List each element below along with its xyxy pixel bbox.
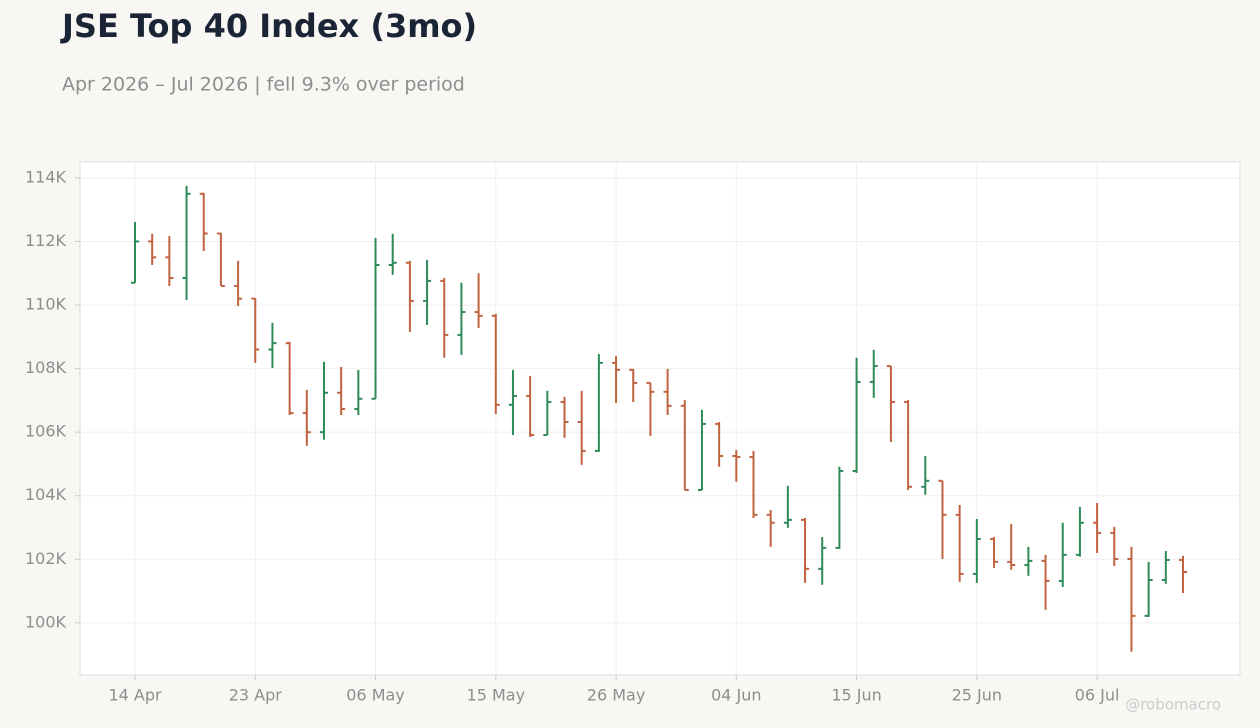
- y-tick-label: 106K: [25, 422, 67, 441]
- x-tick-label: 26 May: [587, 686, 646, 705]
- x-tick-label: 04 Jun: [711, 686, 761, 705]
- x-tick-label: 15 Jun: [831, 686, 881, 705]
- y-tick-label: 114K: [25, 167, 67, 186]
- y-tick-label: 102K: [25, 549, 67, 568]
- chart-subtitle: Apr 2026 – Jul 2026 | fell 9.3% over per…: [62, 74, 465, 96]
- y-tick-label: 110K: [25, 295, 67, 314]
- y-tick-label: 100K: [25, 612, 67, 631]
- watermark: @robomacro: [1125, 696, 1221, 714]
- x-tick-label: 15 May: [467, 686, 526, 705]
- y-tick-label: 112K: [25, 231, 67, 250]
- x-tick-label: 23 Apr: [229, 686, 283, 705]
- x-tick-label: 06 Jul: [1075, 686, 1120, 705]
- x-tick-label: 14 Apr: [108, 686, 162, 705]
- plot-area: [79, 161, 1241, 676]
- chart-title: JSE Top 40 Index (3mo): [60, 7, 477, 45]
- x-tick-label: 25 Jun: [952, 686, 1002, 705]
- y-tick-label: 108K: [25, 358, 67, 377]
- y-tick-label: 104K: [25, 485, 67, 504]
- x-tick-label: 06 May: [346, 686, 405, 705]
